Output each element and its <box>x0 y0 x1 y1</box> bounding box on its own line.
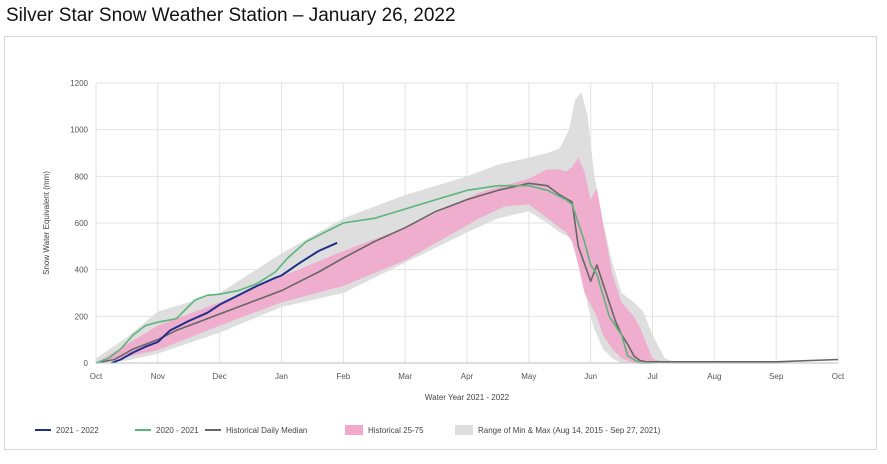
x-tick-label: Jun <box>584 372 597 381</box>
axes-layer: 0 200 400 600 800 1000 1200 Oct Nov Dec Jan Feb Mar A… <box>70 79 845 381</box>
y-tick-label: 0 <box>84 359 89 368</box>
x-tick-label: May <box>521 372 536 381</box>
y-tick-label: 1000 <box>70 126 88 135</box>
y-tick-label: 1200 <box>70 79 88 88</box>
chart-frame: 0 200 400 600 800 1000 1200 Oct Nov Dec Jan Feb Mar A… <box>4 36 877 450</box>
x-tick-label: Apr <box>461 372 474 381</box>
x-tick-label: Mar <box>398 372 412 381</box>
y-tick-label: 200 <box>75 312 89 321</box>
legend-item: 2021 - 2022 <box>35 426 99 435</box>
x-tick-label: Nov <box>151 372 165 381</box>
legend-item: Historical Daily Median <box>205 426 307 435</box>
legend-item: 2020 - 2021 <box>135 426 199 435</box>
legend: 2021 - 2022 2020 - 2021 Historical Daily M… <box>35 425 661 435</box>
legend-item: Range of Min & Max (Aug 14, 2015 - Sep 2… <box>455 425 661 435</box>
x-tick-label: Aug <box>707 372 721 381</box>
x-tick-label: Jan <box>275 372 288 381</box>
series-line-historical-median <box>95 182 839 364</box>
legend-label: Range of Min & Max (Aug 14, 2015 - Sep 2… <box>478 426 661 435</box>
legend-label: 2021 - 2022 <box>56 426 99 435</box>
x-tick-label: Jul <box>647 372 657 381</box>
legend-label: Historical Daily Median <box>226 426 307 435</box>
y-tick-label: 600 <box>75 219 89 228</box>
lines-layer <box>95 182 839 364</box>
bands-layer <box>96 92 678 364</box>
x-axis-label: Water Year 2021 - 2022 <box>425 393 510 402</box>
series-line-2020-2021 <box>95 184 653 364</box>
swe-chart: 0 200 400 600 800 1000 1200 Oct Nov Dec Jan Feb Mar A… <box>35 79 845 435</box>
legend-item: Historical 25-75 <box>345 425 424 435</box>
x-tick-label: Oct <box>90 372 103 381</box>
x-tick-label: Dec <box>213 372 227 381</box>
band-historical-25-75 <box>96 157 665 363</box>
y-axis-label: Snow Water Equivalent (mm) <box>42 171 51 275</box>
x-tick-label: Oct <box>832 372 845 381</box>
legend-swatch-band <box>455 425 473 435</box>
legend-label: Historical 25-75 <box>368 426 424 435</box>
legend-swatch-band <box>345 425 363 435</box>
legend-label: 2020 - 2021 <box>156 426 199 435</box>
x-tick-label: Feb <box>336 372 350 381</box>
y-tick-label: 400 <box>75 266 89 275</box>
y-tick-label: 800 <box>75 172 89 181</box>
page-title: Silver Star Snow Weather Station – Janua… <box>6 5 456 26</box>
x-tick-label: Sep <box>769 372 784 381</box>
series-line-2021-2022 <box>111 241 338 364</box>
